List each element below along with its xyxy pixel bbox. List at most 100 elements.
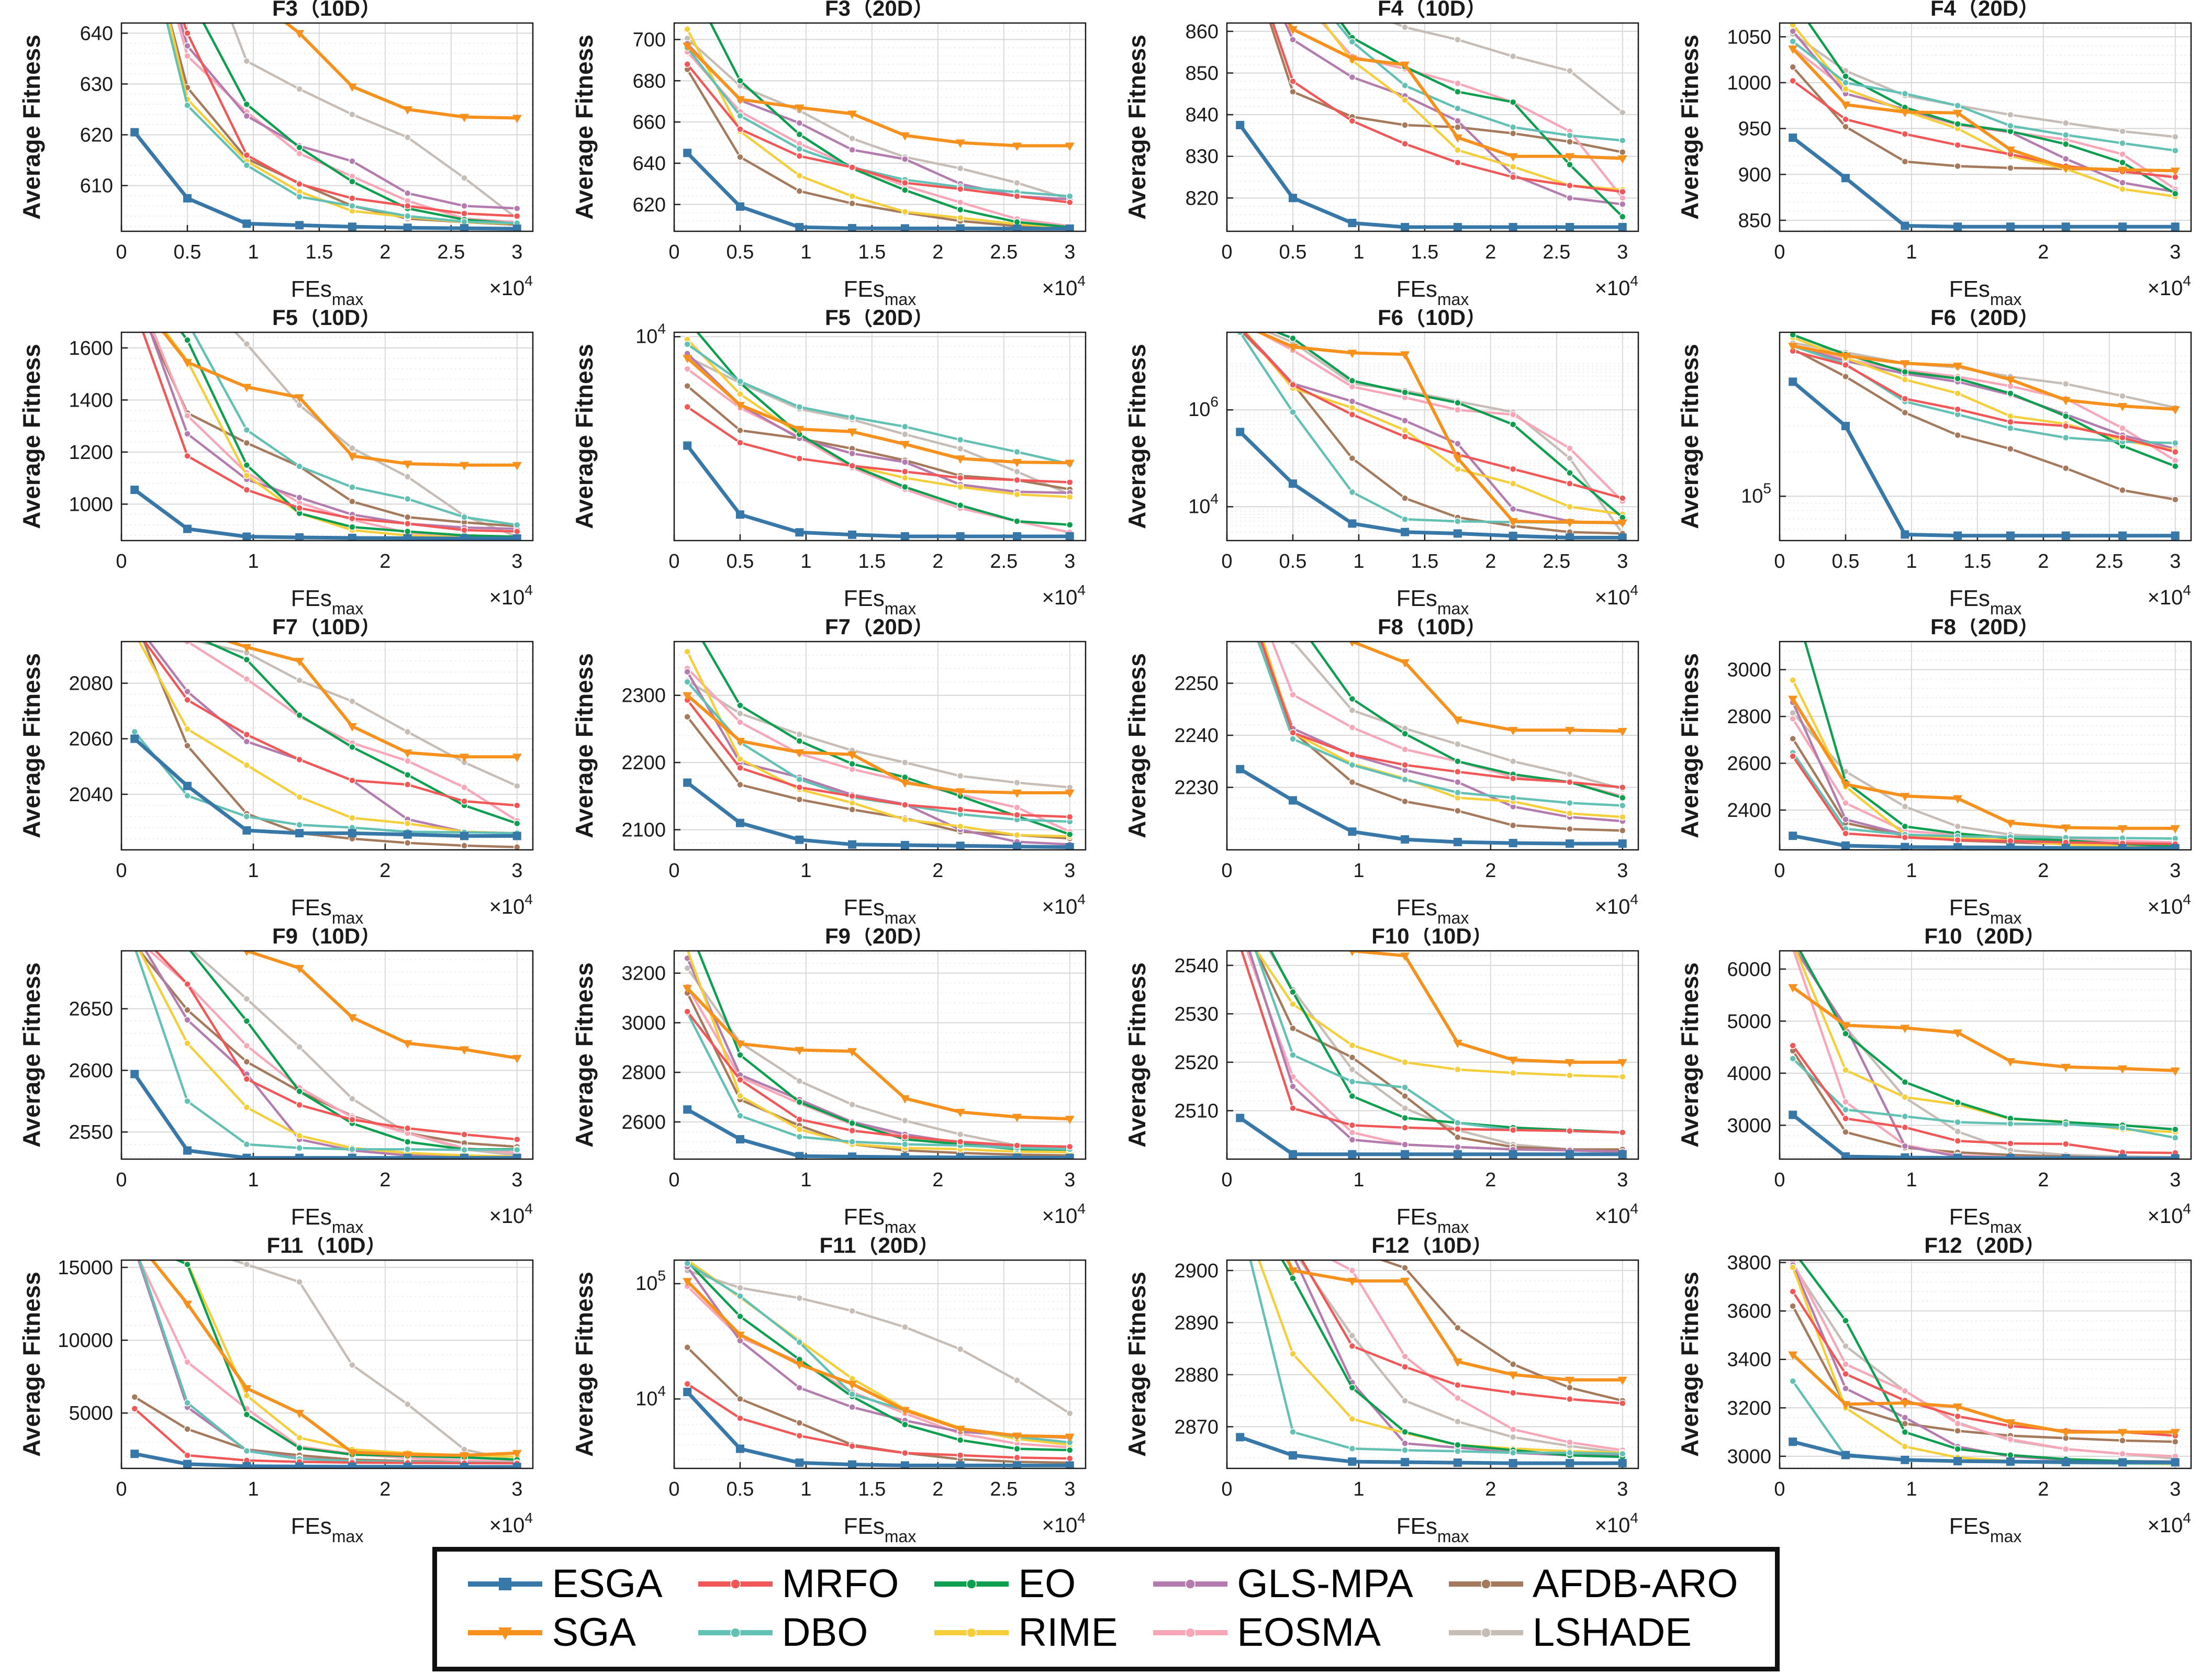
- x-tick-label: 1.5: [1411, 241, 1438, 263]
- x-tick-label: 0.5: [727, 241, 754, 263]
- x-tick-label: 0.5: [1279, 241, 1307, 263]
- series-markers-SGA: [242, 644, 522, 762]
- series-line-EOSMA: [1792, 1262, 2175, 1458]
- y-tick-label: 2510: [1174, 1100, 1219, 1122]
- series-EO: [174, 1260, 521, 1464]
- chart-title: F6（10D）: [1378, 309, 1488, 330]
- x-axis-offset: ×104: [489, 891, 533, 918]
- series-line-RIME: [138, 951, 517, 1158]
- series-line-EO: [709, 23, 1070, 229]
- x-tick-label: 1: [800, 551, 811, 572]
- chart-cell-F9-20D: F9（20D） 0 1 2 3 2600 2800 3000 3200 Average: [553, 924, 1105, 1237]
- series-line-AFDB-ARO: [686, 1346, 1070, 1464]
- series-line-EO: [188, 951, 517, 1151]
- series-ESGA: [683, 441, 1074, 541]
- series-line-EOSMA: [686, 51, 1070, 228]
- subplot-F4-10D: F4（10D） 0 0.5 1 1.5 2 2.5 3 820 830 840 850 860: [1123, 0, 1639, 309]
- x-tick-label: 0: [116, 241, 127, 263]
- series-line-ESGA: [686, 151, 1070, 231]
- chart-title: F4（20D）: [1930, 0, 2040, 20]
- series-LSHADE: [1789, 30, 2179, 141]
- x-tick-label: 0: [1774, 241, 1785, 263]
- legend-band: ESGA MRFO EO GLS-MPA AFDB-ARO SGA DBO R: [0, 1546, 2212, 1672]
- y-axis-label: Average Fitness: [571, 962, 598, 1148]
- series-markers-EOSMA: [684, 983, 1074, 1152]
- series-EO: [697, 951, 1074, 1153]
- series-markers-SGA: [1788, 1351, 2180, 1438]
- series-markers-LSHADE: [1401, 24, 1626, 116]
- series-markers-ESGA: [683, 149, 1074, 231]
- chart-cell-F8-20D: F8（20D） 0 1 2 3 2400 2600 2800 3000 Average: [1658, 614, 2211, 928]
- y-tick-label: 3000: [1727, 1115, 1771, 1137]
- x-tick-label: 1: [1353, 860, 1364, 882]
- x-tick-label: 2.5: [1543, 551, 1570, 572]
- x-tick-label: 2: [1485, 241, 1496, 263]
- series-MRFO: [154, 951, 521, 1143]
- series-LSHADE: [1391, 23, 1626, 116]
- x-axis-offset: ×104: [1042, 582, 1086, 609]
- series-markers-DBO: [1289, 1051, 1626, 1136]
- series-DBO: [1257, 642, 1626, 810]
- series-markers-MRFO: [684, 1380, 1074, 1462]
- series-markers-EO: [1289, 334, 1626, 521]
- series-markers-ESGA: [1236, 1114, 1627, 1159]
- series-markers-SGA: [295, 30, 522, 123]
- legend-label-MRFO: MRFO: [781, 1562, 899, 1606]
- x-tick-label: 3: [511, 551, 522, 572]
- x-tick-label: 1: [1906, 1478, 1917, 1500]
- series-EOSMA: [1789, 1260, 2179, 1460]
- x-tick-label: 2: [379, 551, 390, 572]
- series-SGA: [1255, 332, 1627, 528]
- x-tick-label: 1.5: [1963, 551, 1991, 572]
- legend-item-EOSMA: EOSMA: [1151, 1610, 1413, 1655]
- series-ESGA: [1789, 832, 2180, 850]
- legend-label-SGA: SGA: [552, 1610, 636, 1655]
- x-tick-label: 2: [1485, 1169, 1496, 1191]
- series-markers-MRFO: [684, 403, 1074, 486]
- x-tick-label: 2: [2038, 1478, 2049, 1500]
- y-tick-label: 3000: [1727, 659, 1771, 681]
- series-line-ESGA: [1238, 430, 1623, 540]
- x-tick-label: 2: [2038, 860, 2049, 882]
- series-SGA: [161, 332, 522, 470]
- x-axis-label: FEsmax: [1397, 1513, 1469, 1546]
- series-EOSMA: [1330, 1260, 1626, 1454]
- chart-title: F5（20D）: [825, 309, 935, 330]
- x-tick-label: 1: [1906, 241, 1917, 263]
- series-line-EO: [686, 1261, 1070, 1452]
- series-markers-SGA: [683, 42, 1075, 151]
- series-line-EO: [696, 332, 1070, 526]
- x-axis-offset: ×104: [1595, 273, 1638, 300]
- legend-swatch-EOSMA: [1153, 1627, 1228, 1638]
- x-axis-offset: ×104: [489, 582, 533, 609]
- series-DBO: [135, 951, 521, 1154]
- series-ESGA: [1236, 1114, 1627, 1159]
- y-tick-label: 1200: [69, 442, 113, 464]
- series-markers-SGA: [1788, 343, 2180, 415]
- x-tick-label: 0: [668, 551, 679, 572]
- legend-item-RIME: RIME: [932, 1610, 1118, 1655]
- chart-cell-F4-10D: F4（10D） 0 0.5 1 1.5 2 2.5 3 820 830 840 850 860: [1105, 0, 1658, 309]
- x-tick-label: 0.5: [1279, 551, 1307, 572]
- series-markers-LSHADE: [684, 677, 1074, 791]
- x-tick-label: 1: [1353, 1478, 1364, 1500]
- series-line-EOSMA: [1330, 1260, 1623, 1452]
- x-tick-label: 3: [511, 241, 522, 263]
- y-tick-label: 1400: [69, 389, 113, 411]
- series-line-MRFO: [686, 63, 1070, 204]
- series-EOSMA: [184, 642, 521, 825]
- series-line-LSHADE: [229, 1260, 518, 1463]
- x-axis-label: FEsmax: [1397, 586, 1469, 618]
- series-markers-DBO: [1289, 1428, 1626, 1457]
- series-markers-EOSMA: [684, 48, 1074, 230]
- y-tick-label: 2600: [69, 1060, 113, 1082]
- series-line-DBO: [686, 47, 1070, 198]
- y-tick-label: 680: [633, 70, 666, 92]
- chart-title: F9（10D）: [272, 928, 382, 948]
- series-markers-MRFO: [684, 696, 1074, 821]
- series-ESGA: [683, 1387, 1074, 1468]
- series-MRFO: [1789, 1042, 2179, 1156]
